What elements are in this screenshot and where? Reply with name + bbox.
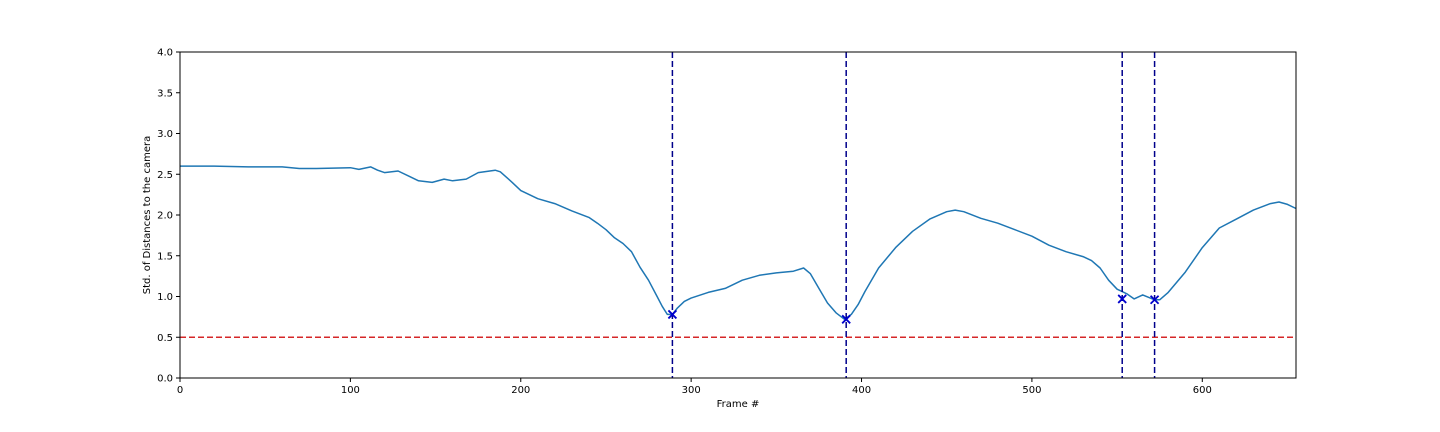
x-tick-label: 100 (341, 385, 360, 396)
plot-area (180, 52, 1296, 378)
y-tick-label: 1.0 (157, 292, 173, 303)
series-group (180, 165, 1297, 321)
minimum-marker-3 (1149, 295, 1160, 305)
y-tick-label: 2.0 (157, 211, 173, 222)
series-line-0 (180, 165, 1297, 321)
x-tick-label: 500 (1022, 385, 1041, 396)
reference-lines (180, 52, 1296, 378)
y-axis-label: Std. of Distances to the camera (142, 136, 153, 294)
x-tick-label: 600 (1193, 385, 1212, 396)
y-tick-label: 0.0 (157, 374, 173, 385)
y-tick-label: 2.5 (157, 170, 173, 181)
minimum-marker-0 (667, 309, 678, 320)
y-tick-label: 4.0 (157, 48, 173, 59)
y-tick-label: 3.5 (157, 88, 173, 99)
x-tick-label: 200 (511, 385, 530, 396)
y-axis-ticks: 0.0 0.5 1.0 1.5 2.0 2.5 3.0 3.5 4.0 (157, 48, 180, 385)
y-tick-label: 1.5 (157, 251, 173, 262)
y-tick-label: 3.0 (157, 129, 173, 140)
x-tick-label: 400 (852, 385, 871, 396)
minimum-marker-1 (841, 314, 851, 324)
x-tick-label: 300 (682, 385, 701, 396)
marker-group (667, 294, 1160, 324)
minimum-marker-2 (1117, 294, 1127, 304)
x-axis-label: Frame # (717, 399, 760, 410)
y-tick-label: 0.5 (157, 333, 173, 344)
plot-background (180, 52, 1296, 378)
x-axis-ticks: 0 100 200 300 400 500 600 (177, 378, 1212, 396)
x-tick-label: 0 (177, 385, 183, 396)
